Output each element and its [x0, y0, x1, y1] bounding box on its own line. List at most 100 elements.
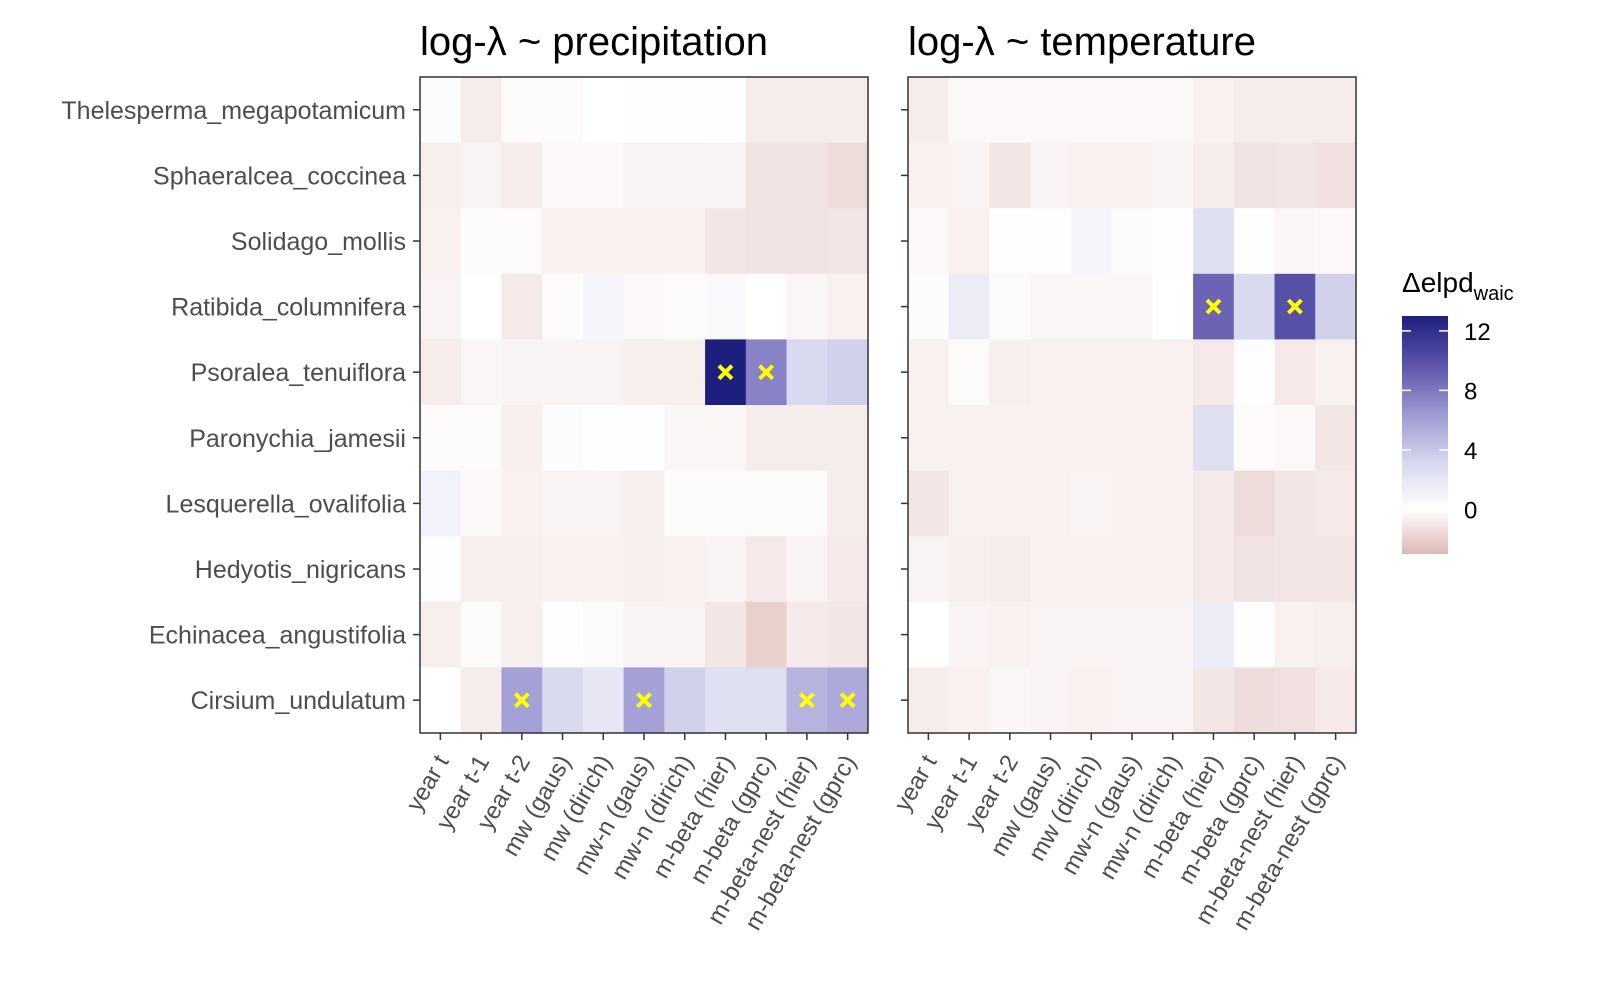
best-model-marker [1286, 298, 1303, 315]
heatmap-cell [420, 273, 462, 340]
heatmap-cell [908, 208, 950, 275]
heatmap-cell [786, 142, 828, 209]
heatmap-cell [786, 77, 828, 144]
heatmap-cell [1233, 142, 1276, 209]
heatmap-cell [542, 142, 584, 209]
heatmap-cell [542, 601, 584, 668]
heatmap-cell [1233, 273, 1276, 340]
heatmap-cell [1111, 208, 1153, 275]
heatmap-cell [948, 667, 991, 734]
heatmap-cell [1315, 470, 1357, 537]
heatmap-cell [786, 470, 828, 537]
heatmap-cell [1030, 339, 1072, 406]
heatmap-cell [908, 405, 950, 472]
heatmap-cell [1070, 536, 1113, 603]
heatmap-cell [786, 536, 828, 603]
y-tick-label: Echinacea_angustifolia [149, 622, 406, 650]
heatmap-cell [664, 208, 706, 275]
heatmap-cell [582, 273, 625, 340]
heatmap-cell [1070, 667, 1113, 734]
heatmap-cell [582, 601, 625, 668]
heatmap-cell [1274, 601, 1316, 668]
heatmap-cell [1193, 405, 1235, 472]
color-legend: Δelpdwaic 0 4 8 12 [1402, 267, 1514, 554]
heatmap-cell [705, 601, 747, 668]
heatmap-cell [420, 601, 462, 668]
panel-title-temperature: log-λ ~ temperature [908, 20, 1256, 64]
heatmap-cell [745, 667, 788, 734]
heatmap-cell [908, 142, 950, 209]
heatmap-cell [664, 536, 706, 603]
heatmap-cell [664, 142, 706, 209]
heatmap-cell [460, 470, 503, 537]
heatmap-cell [420, 208, 462, 275]
heatmap-cell [1315, 601, 1357, 668]
heatmap-cell [460, 208, 503, 275]
heatmap-cell [501, 601, 543, 668]
heatmap-cell [460, 142, 503, 209]
heatmap-cell [989, 77, 1031, 144]
heatmap-cell [1070, 470, 1113, 537]
heatmap-cell [827, 470, 869, 537]
heatmap-cell [1111, 77, 1153, 144]
heatmap-cell [501, 405, 543, 472]
heatmap-cell [1315, 208, 1357, 275]
heatmap-cell [989, 142, 1031, 209]
heatmap-cell [827, 273, 869, 340]
heatmap-cell [948, 470, 991, 537]
heatmap-cell [1193, 536, 1235, 603]
heatmap-cell [745, 536, 788, 603]
heatmap-cell [1111, 470, 1153, 537]
y-tick-label: Hedyotis_nigricans [195, 556, 406, 584]
heatmap-cell [989, 405, 1031, 472]
legend-title-main: Δelpd [1402, 267, 1474, 298]
heatmap-cell [1315, 77, 1357, 144]
heatmap-cell [582, 536, 625, 603]
heatmap-cell [786, 601, 828, 668]
heatmap-cell [745, 273, 788, 340]
heatmap-cell [501, 470, 543, 537]
heatmap-cell [1111, 339, 1153, 406]
heatmap-cell [1193, 667, 1235, 734]
heatmap-cell [1152, 667, 1194, 734]
heatmap-cell [827, 601, 869, 668]
heatmap-cell [623, 405, 665, 472]
heatmap-cell [1070, 142, 1113, 209]
legend-tick-label: 8 [1464, 378, 1477, 405]
heatmap-cell [908, 601, 950, 668]
heatmap-cell [623, 273, 665, 340]
legend-title-subscript: waic [1473, 283, 1514, 305]
heatmap-cell [1070, 601, 1113, 668]
heatmap-cell [948, 601, 991, 668]
heatmap-cell [1193, 77, 1235, 144]
y-tick-label: Thelesperma_megapotamicum [61, 97, 406, 125]
heatmap-cell [1070, 339, 1113, 406]
heatmap-cell [908, 536, 950, 603]
heatmap-cell [1152, 536, 1194, 603]
heatmap-cell [542, 667, 584, 734]
legend-ticks: 0 4 8 12 [1402, 319, 1491, 524]
heatmap-cell [542, 405, 584, 472]
heatmap-cell [542, 470, 584, 537]
heatmap-cell [1233, 601, 1276, 668]
heatmap-cell [1193, 601, 1235, 668]
legend-tick-label: 12 [1464, 319, 1491, 346]
heatmap-cell [460, 536, 503, 603]
heatmap-cell [664, 77, 706, 144]
heatmap-cell [1152, 601, 1194, 668]
heatmap-cell [827, 142, 869, 209]
heatmap-cell [989, 536, 1031, 603]
heatmap-cell [1274, 536, 1316, 603]
heatmap-cell [1070, 405, 1113, 472]
heatmap-cell [582, 405, 625, 472]
best-model-marker [1205, 298, 1222, 315]
best-model-marker [839, 692, 856, 709]
heatmap-cell [420, 142, 462, 209]
heatmap-cell [989, 601, 1031, 668]
heatmap-cell [1233, 536, 1276, 603]
heatmap-cell [664, 405, 706, 472]
heatmap-cell [582, 77, 625, 144]
heatmap-cell [542, 536, 584, 603]
best-model-marker [798, 692, 815, 709]
best-model-marker [636, 692, 652, 709]
